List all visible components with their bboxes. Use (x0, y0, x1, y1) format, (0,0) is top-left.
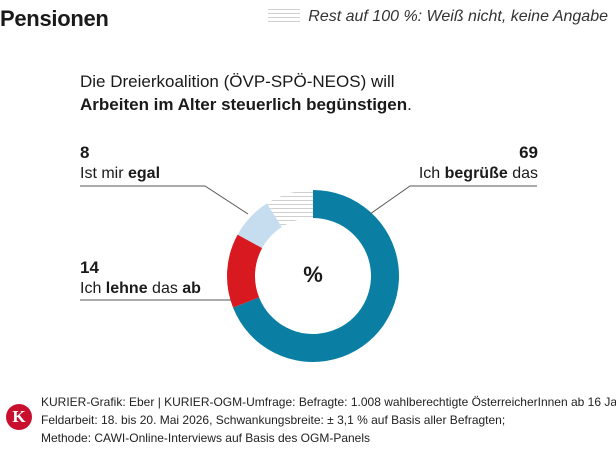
donut-slice-begruesse (233, 190, 400, 362)
kurier-logo: K (6, 404, 32, 430)
value-ab: 14 (80, 258, 99, 277)
question-line-2: Arbeiten im Alter steuerlich begünstigen… (80, 95, 412, 114)
donut-slice-ab (226, 234, 263, 308)
question-text: Die Dreierkoalition (ÖVP-SPÖ-NEOS) will … (80, 70, 412, 116)
source-footer: KURIER-Grafik: Eber | KURIER-OGM-Umfrage… (41, 393, 616, 447)
legend-label: Rest auf 100 %: Weiß nicht, keine Angabe (308, 8, 608, 25)
label-ab: 14 Ich lehne das ab (80, 258, 201, 297)
footer-line-3: Methode: CAWI-Online-Interviews auf Basi… (41, 431, 371, 445)
value-begruesse: 69 (519, 143, 538, 162)
donut-slice-rest (266, 190, 313, 228)
legend-hatch-swatch (268, 9, 301, 25)
page-title: Pensionen (0, 6, 109, 31)
footer-line-1: KURIER-Grafik: Eber | KURIER-OGM-Umfrage… (41, 395, 616, 409)
leader-line-egal (80, 185, 249, 215)
question-line-1: Die Dreierkoalition (ÖVP-SPÖ-NEOS) will (80, 72, 395, 91)
donut-center-label: % (303, 262, 323, 287)
label-begruesse: 69 Ich begrüße das (418, 143, 538, 182)
value-egal: 8 (80, 143, 90, 162)
legend: Rest auf 100 %: Weiß nicht, keine Angabe (268, 8, 608, 26)
label-egal: 8 Ist mir egal (80, 143, 161, 182)
footer-line-2: Feldarbeit: 18. bis 20. Mai 2026, Schwan… (41, 413, 506, 427)
donut-slice-egal (237, 203, 282, 249)
leader-line-begruesse (369, 185, 537, 215)
